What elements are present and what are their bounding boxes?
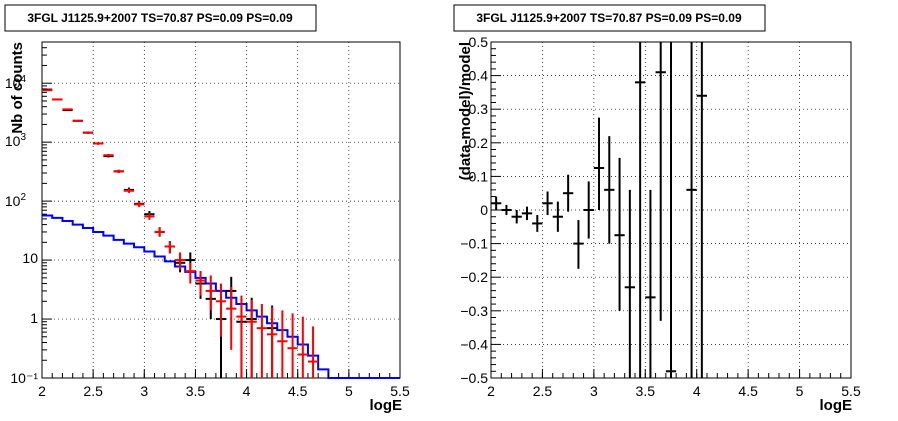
left-x-tick-label: 2 bbox=[38, 383, 46, 399]
right-x-tick-label: 2 bbox=[487, 383, 495, 399]
left-ticks bbox=[41, 41, 401, 379]
left-y-tick-label-1e2: 102 bbox=[5, 192, 27, 209]
left-y-axis-label: Nb of counts bbox=[9, 42, 26, 134]
left-y-tick-labels: 104 103 102 10 1 10⁻¹ bbox=[5, 74, 38, 386]
right-residual-points bbox=[491, 42, 707, 378]
right-y-tick-label: 0 bbox=[480, 202, 488, 218]
right-x-tick-label: 4 bbox=[693, 383, 701, 399]
right-panel: 3FGL J1125.9+2007 TS=70.87 PS=0.09 PS=0.… bbox=[453, 4, 861, 414]
right-y-tick-label: −0.3 bbox=[460, 303, 488, 319]
right-y-tick-label: 0.3 bbox=[469, 101, 489, 117]
right-y-tick-labels: −0.5 −0.4 −0.3 −0.2 −0.1 0 0.1 0.2 0.3 0.4 0.5 bbox=[460, 34, 488, 386]
right-y-tick-label: −0.2 bbox=[460, 269, 488, 285]
right-x-tick-labels: 2 2.5 3 3.5 4 4.5 5 5.5 bbox=[487, 383, 861, 399]
right-title-box: 3FGL J1125.9+2007 TS=70.87 PS=0.09 PS=0.… bbox=[453, 4, 766, 32]
right-y-tick-label: −0.5 bbox=[460, 370, 488, 386]
left-x-tick-label: 2.5 bbox=[83, 383, 103, 399]
left-y-tick-label-0.1: 10⁻¹ bbox=[10, 370, 38, 386]
right-x-tick-label: 5 bbox=[796, 383, 804, 399]
left-title-frame bbox=[4, 4, 317, 32]
right-y-tick-label: −0.1 bbox=[460, 236, 488, 252]
left-x-tick-label: 4.5 bbox=[288, 383, 308, 399]
left-title-box: 3FGL J1125.9+2007 TS=70.87 PS=0.09 PS=0.… bbox=[4, 4, 317, 32]
right-x-axis-label: logE bbox=[820, 397, 853, 414]
left-y-tick-label-10: 10 bbox=[22, 250, 38, 266]
left-x-tick-label: 5.5 bbox=[390, 383, 410, 399]
right-plot-area bbox=[490, 41, 852, 379]
left-x-tick-label: 4 bbox=[243, 383, 251, 399]
left-x-tick-labels: 2 2.5 3 3.5 4 4.5 5 5.5 bbox=[38, 383, 410, 399]
right-y-axis-label: (data-model)/model bbox=[457, 42, 474, 180]
left-x-axis-label: logE bbox=[370, 397, 403, 414]
right-y-tick-label: −0.4 bbox=[460, 336, 488, 352]
right-title-frame bbox=[453, 4, 766, 32]
left-model-points bbox=[42, 89, 319, 378]
left-y-tick-label-1e3: 103 bbox=[5, 132, 27, 149]
right-y-tick-label: 0.1 bbox=[469, 168, 489, 184]
right-y-tick-label: 0.4 bbox=[469, 68, 489, 84]
left-chart-title: 3FGL J1125.9+2007 TS=70.87 PS=0.09 PS=0.… bbox=[27, 11, 293, 25]
left-x-tick-label: 5 bbox=[345, 383, 353, 399]
left-y-tick-label-1: 1 bbox=[30, 310, 38, 326]
right-y-tick-label: 0.2 bbox=[469, 135, 489, 151]
left-plot-area bbox=[41, 41, 401, 379]
right-x-tick-label: 5.5 bbox=[841, 383, 861, 399]
right-ticks bbox=[490, 41, 852, 379]
right-x-tick-label: 2.5 bbox=[533, 383, 553, 399]
left-panel: 3FGL J1125.9+2007 TS=70.87 PS=0.09 PS=0.… bbox=[4, 4, 410, 414]
right-x-tick-label: 3.5 bbox=[636, 383, 656, 399]
left-y-tick-label-1e4: 104 bbox=[5, 74, 27, 91]
left-grid bbox=[42, 42, 400, 378]
right-x-tick-label: 3 bbox=[590, 383, 598, 399]
left-x-tick-label: 3 bbox=[140, 383, 148, 399]
right-chart-title: 3FGL J1125.9+2007 TS=70.87 PS=0.09 PS=0.… bbox=[476, 11, 742, 25]
left-x-tick-label: 3.5 bbox=[186, 383, 206, 399]
right-x-tick-label: 4.5 bbox=[738, 383, 758, 399]
right-y-tick-label: 0.5 bbox=[469, 34, 489, 50]
